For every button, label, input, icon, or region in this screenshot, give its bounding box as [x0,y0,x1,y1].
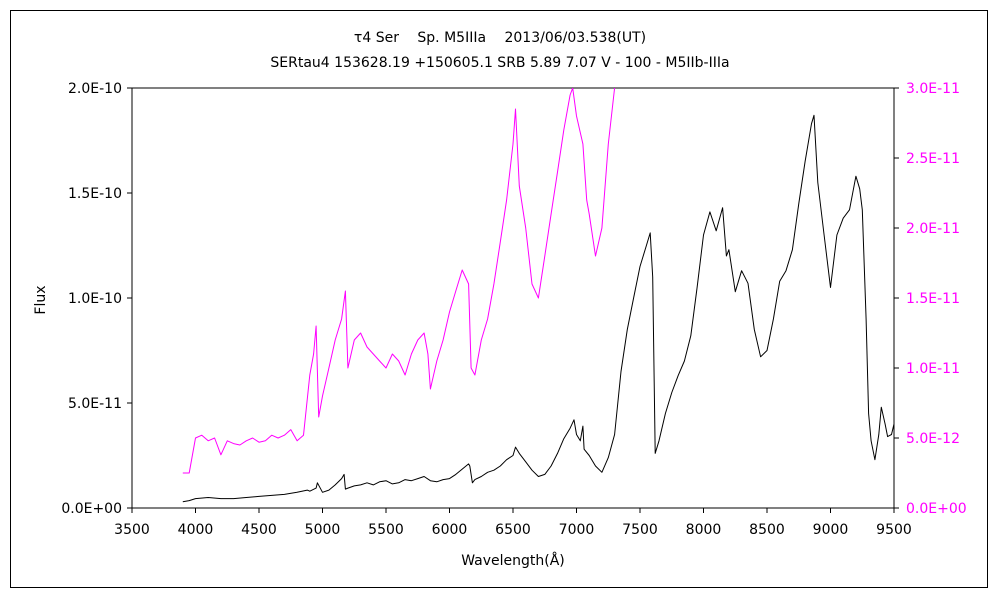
series-layer [182,88,894,503]
y-axis-label: Flux [33,285,49,314]
spectrum-line-black [182,114,894,503]
chart-subtitle: SERtau4 153628.19 +150605.1 SRB 5.89 7.0… [270,55,729,71]
y2-tick-label: 3.0E-11 [906,81,960,97]
y-tick-label: 2.0E-10 [68,81,122,97]
x-tick-label: 4000 [178,522,214,538]
x-tick-label: 9000 [813,522,849,538]
y2-tick-label: 0.0E+00 [906,501,967,517]
x-tick-label: 9500 [876,522,912,538]
tick-layer: 3500 4000 4500 5000 5500 6000 6500 7000 7500 8000… [61,81,966,538]
x-tick-label: 5500 [368,522,404,538]
y2-tick-label: 2.5E-11 [906,151,960,167]
plot-area [131,87,895,509]
y2-tick-label: 1.5E-11 [906,291,960,307]
chart-title: τ4 Ser Sp. M5IIIa 2013/06/03.538(UT) [354,30,646,46]
x-tick-label: 5000 [305,522,341,538]
y2-tick-label: 1.0E-11 [906,361,960,377]
x-tick-label: 3500 [114,522,150,538]
y2-tick-label: 5.0E-12 [906,431,960,447]
x-tick-label: 7000 [559,522,595,538]
x-tick-label: 6500 [495,522,531,538]
y-tick-label: 5.0E-11 [68,396,122,412]
x-tick-label: 4500 [241,522,277,538]
x-tick-label: 7500 [622,522,658,538]
spectrum-line-magenta [182,88,616,474]
chart-frame [10,10,988,588]
x-tick-label: 8500 [749,522,785,538]
y-tick-label: 1.5E-10 [68,186,122,202]
x-axis-label: Wavelength(Å) [461,552,565,569]
x-tick-label: 8000 [686,522,722,538]
y-tick-label: 0.0E+00 [61,501,122,517]
y2-tick-label: 2.0E-11 [906,221,960,237]
y-tick-label: 1.0E-10 [68,291,122,307]
x-tick-label: 6000 [432,522,468,538]
